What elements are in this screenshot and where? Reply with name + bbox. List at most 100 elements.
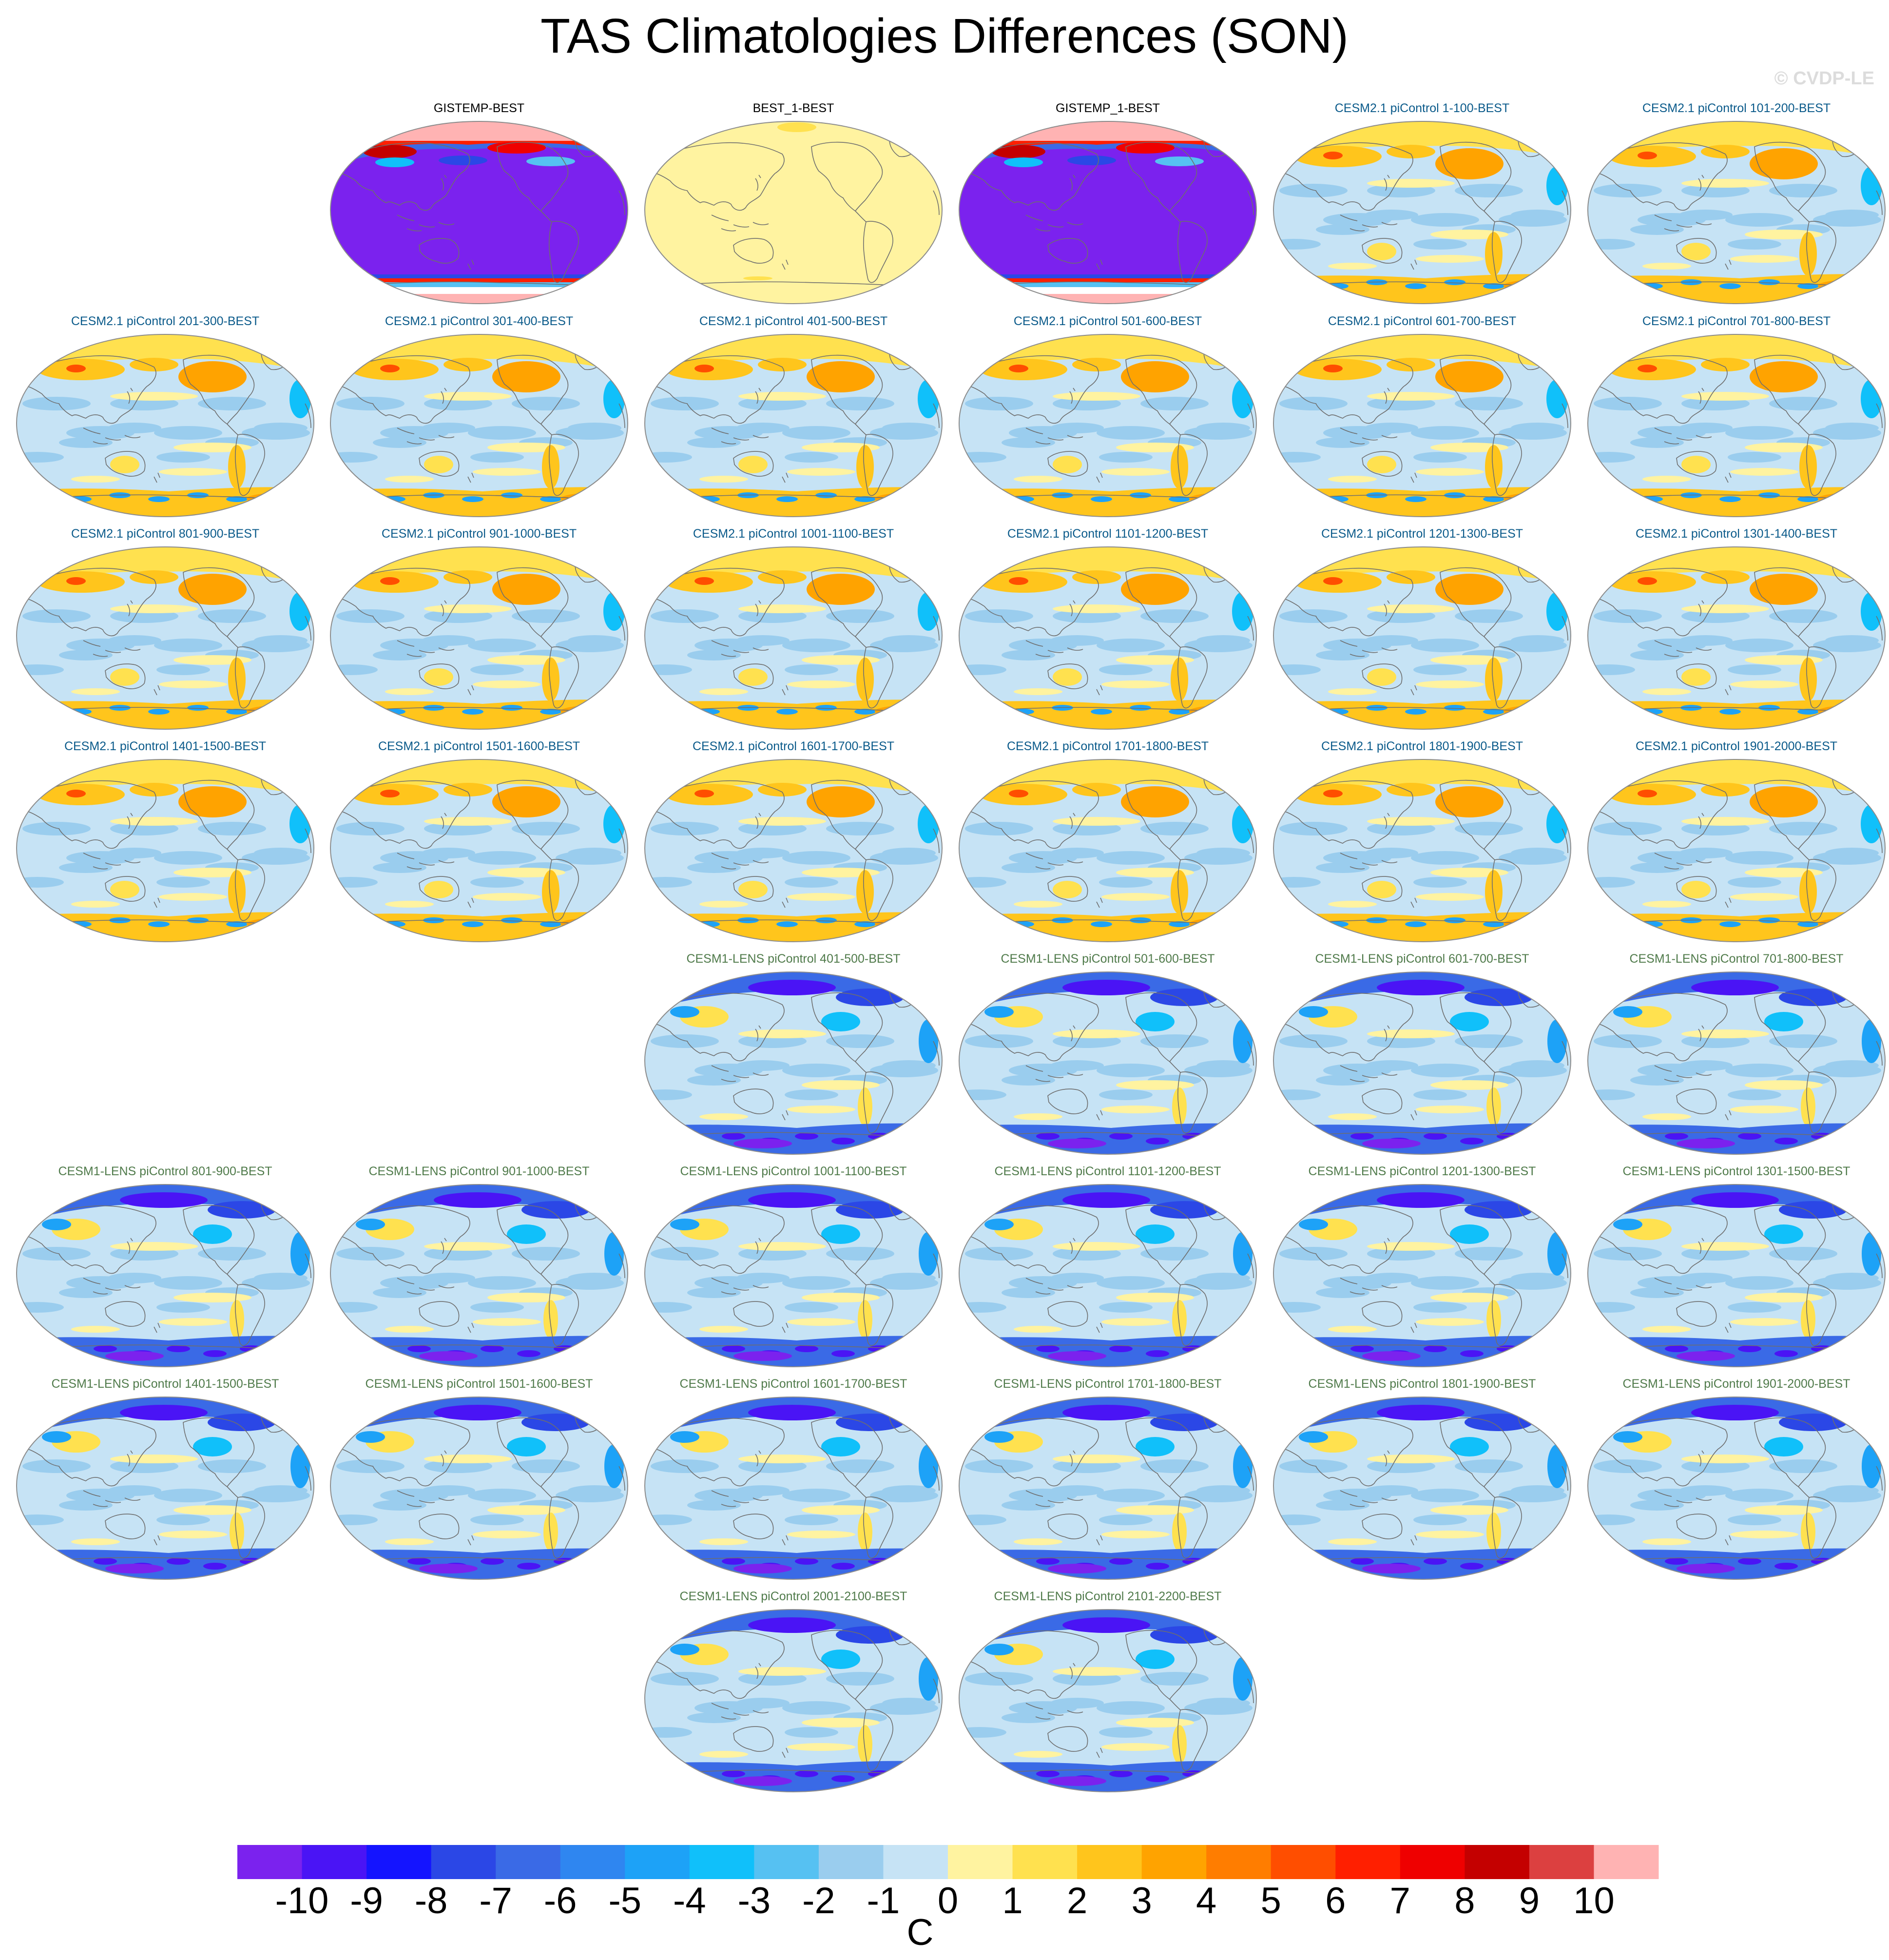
panel-title: CESM2.1 piControl 1-100-BEST (1334, 101, 1510, 115)
colorbar-tick-label: -6 (543, 1880, 577, 1921)
panel-title: CESM2.1 piControl 301-400-BEST (385, 314, 574, 328)
robinson-map (1587, 546, 1886, 730)
map-border (644, 120, 943, 305)
robinson-map (329, 120, 629, 305)
robinson-map (329, 758, 629, 943)
map-border (1587, 758, 1886, 943)
colorbar-swatch (689, 1845, 754, 1879)
robinson-map (16, 758, 315, 943)
map-panel: CESM1-LENS piControl 1601-1700-BEST (636, 1376, 951, 1589)
colorbar-swatch (625, 1845, 690, 1879)
map-panel: CESM1-LENS piControl 1201-1300-BEST (1265, 1163, 1580, 1376)
panel-title: CESM2.1 piControl 201-300-BEST (71, 314, 260, 328)
colorbar-swatch (1529, 1845, 1594, 1879)
colorbar-swatch (754, 1845, 819, 1879)
colorbar-tick-label: -4 (673, 1880, 706, 1921)
map-panel: CESM2.1 piControl 201-300-BEST (8, 313, 323, 526)
map-panel: CESM2.1 piControl 1101-1200-BEST (950, 525, 1265, 738)
panel-title: CESM2.1 piControl 901-1000-BEST (381, 527, 577, 541)
panel-title: BEST_1-BEST (752, 101, 834, 115)
colorbar-tick-label: 6 (1325, 1880, 1346, 1921)
panel-title: CESM1-LENS piControl 2001-2100-BEST (679, 1590, 907, 1603)
map-border (644, 1396, 943, 1580)
map-border (16, 1184, 315, 1368)
panel-title: CESM2.1 piControl 1101-1200-BEST (1007, 527, 1209, 541)
colorbar-swatch (818, 1845, 884, 1879)
map-border (644, 1184, 943, 1368)
colorbar-swatch (1594, 1845, 1659, 1879)
map-panel: CESM2.1 piControl 1501-1600-BEST (322, 738, 636, 951)
map-panel: CESM2.1 piControl 101-200-BEST (1579, 100, 1889, 313)
robinson-map (16, 1396, 315, 1580)
panel-title: CESM2.1 piControl 1501-1600-BEST (378, 739, 580, 753)
robinson-map (958, 120, 1257, 305)
panel-title: CESM1-LENS piControl 501-600-BEST (1001, 952, 1215, 966)
colorbar-swatch (1012, 1845, 1078, 1879)
colorbar-swatch (1141, 1845, 1207, 1879)
colorbar-swatch (1335, 1845, 1401, 1879)
map-border (958, 1184, 1257, 1368)
colorbar-swatch (1400, 1845, 1465, 1879)
robinson-map (1272, 333, 1572, 518)
map-border (1587, 120, 1886, 305)
map-border (958, 971, 1257, 1155)
panel-title: CESM2.1 piControl 1601-1700-BEST (692, 739, 895, 753)
colorbar-tick-label: -7 (479, 1880, 512, 1921)
robinson-map (644, 120, 943, 305)
colorbar-swatch (366, 1845, 432, 1879)
map-border (16, 758, 315, 943)
robinson-map (1587, 971, 1886, 1155)
map-panel: CESM1-LENS piControl 1501-1600-BEST (322, 1376, 636, 1589)
panel-title: CESM1-LENS piControl 1901-2000-BEST (1622, 1377, 1850, 1391)
panel-title: CESM1-LENS piControl 1401-1500-BEST (51, 1377, 279, 1391)
colorbar-swatch (1206, 1845, 1272, 1879)
colorbar-tick-label: 7 (1389, 1880, 1410, 1921)
robinson-map (1587, 1184, 1886, 1368)
robinson-map (1272, 758, 1572, 943)
panel-title: CESM1-LENS piControl 1701-1800-BEST (994, 1377, 1222, 1391)
map-border (1587, 1184, 1886, 1368)
panel-title: CESM1-LENS piControl 701-800-BEST (1629, 952, 1844, 966)
map-border (644, 333, 943, 518)
robinson-map (644, 333, 943, 518)
colorbar-swatch (948, 1845, 1013, 1879)
robinson-map (329, 546, 629, 730)
panel-title: CESM2.1 piControl 801-900-BEST (71, 527, 260, 541)
colorbar-tick-label: 0 (937, 1880, 959, 1921)
robinson-map (1272, 971, 1572, 1155)
robinson-map (644, 1184, 943, 1368)
map-border (644, 1609, 943, 1793)
panel-title: CESM1-LENS piControl 1601-1700-BEST (679, 1377, 907, 1391)
map-panel: GISTEMP-BEST (322, 100, 636, 313)
map-panel: GISTEMP_1-BEST (950, 100, 1265, 313)
panel-title: CESM1-LENS piControl 901-1000-BEST (368, 1164, 590, 1178)
robinson-map (329, 333, 629, 518)
robinson-map (644, 1396, 943, 1580)
colorbar-tick-label: 5 (1260, 1880, 1281, 1921)
map-border (329, 120, 629, 305)
map-border (1272, 1184, 1572, 1368)
robinson-map (644, 971, 943, 1155)
robinson-map (644, 1609, 943, 1793)
map-border (1587, 333, 1886, 518)
panel-title: CESM2.1 piControl 1301-1400-BEST (1635, 527, 1838, 541)
map-border (1272, 758, 1572, 943)
panel-title: CESM2.1 piControl 1901-2000-BEST (1635, 739, 1838, 753)
colorbar-tick-label: 9 (1519, 1880, 1540, 1921)
panel-title: CESM2.1 piControl 1701-1800-BEST (1006, 739, 1209, 753)
robinson-map (958, 1609, 1257, 1793)
map-panel: CESM2.1 piControl 901-1000-BEST (322, 525, 636, 738)
map-panel: CESM1-LENS piControl 1401-1500-BEST (8, 1376, 323, 1589)
colorbar-swatch (1271, 1845, 1336, 1879)
map-panel: CESM2.1 piControl 501-600-BEST (950, 313, 1265, 526)
map-border (1272, 333, 1572, 518)
panel-title: CESM2.1 piControl 101-200-BEST (1642, 101, 1831, 115)
robinson-map (1587, 120, 1886, 305)
map-panel: CESM1-LENS piControl 701-800-BEST (1579, 951, 1889, 1164)
map-border (644, 546, 943, 730)
map-panel: CESM1-LENS piControl 1101-1200-BEST (950, 1163, 1265, 1376)
map-border (958, 1609, 1257, 1793)
map-panel: CESM2.1 piControl 1801-1900-BEST (1265, 738, 1580, 951)
map-border (329, 1396, 629, 1580)
map-panel: CESM1-LENS piControl 501-600-BEST (950, 951, 1265, 1164)
